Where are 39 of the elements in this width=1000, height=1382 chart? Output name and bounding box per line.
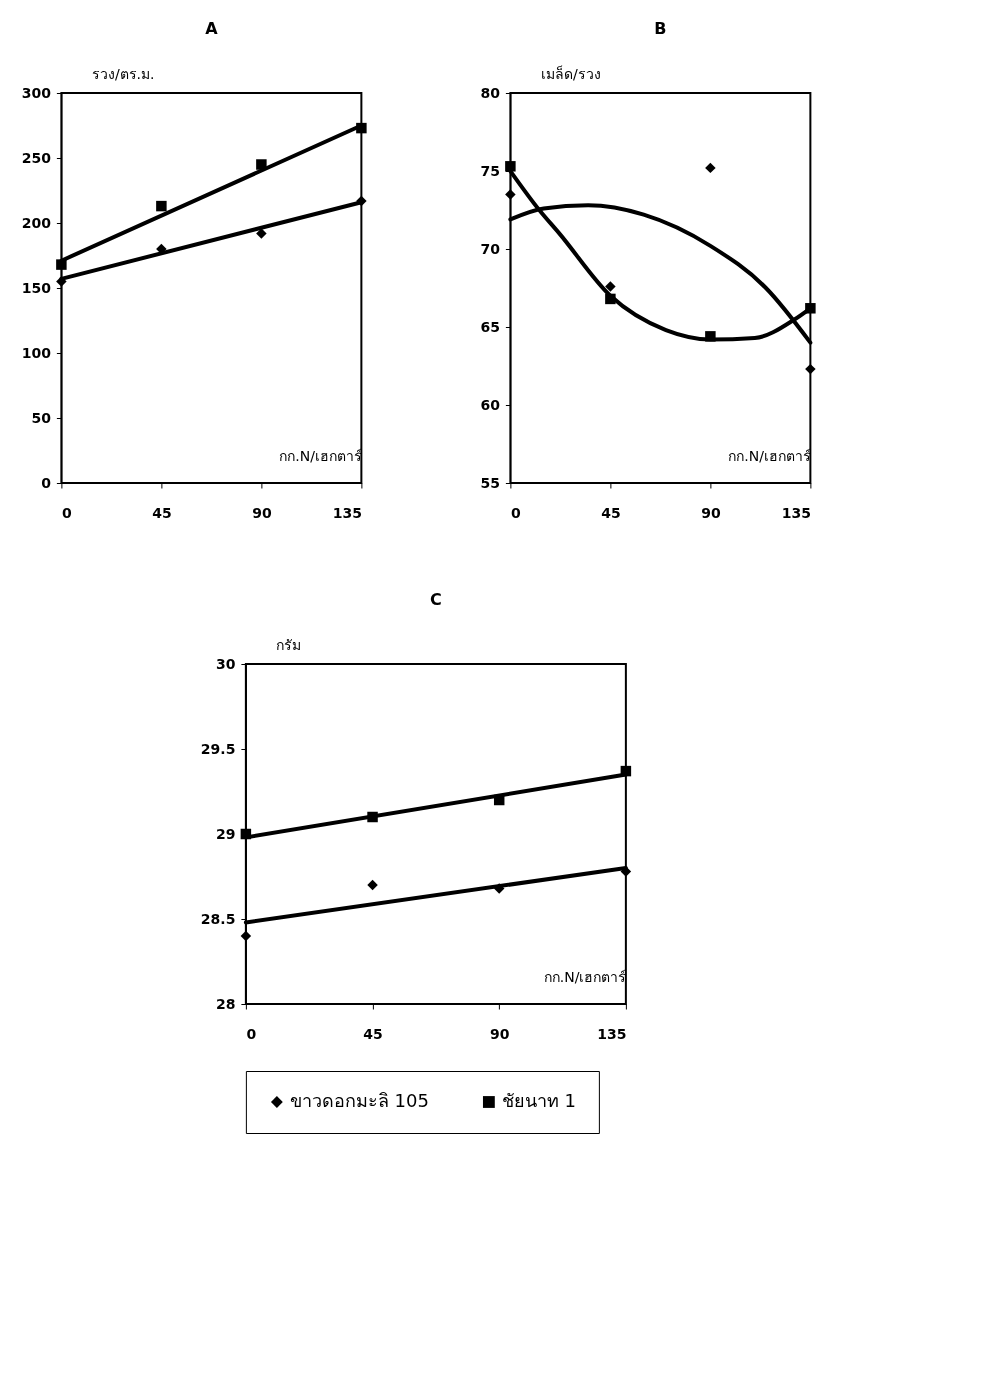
y-axis-title: รวง/ตร.ม. bbox=[91, 65, 155, 82]
x-tick-label: 90 bbox=[489, 1025, 510, 1042]
y-axis-title: เมล็ด/รวง bbox=[540, 64, 601, 82]
y-tick-label: 28 bbox=[215, 995, 236, 1012]
x-tick-label: 135 bbox=[332, 504, 362, 521]
y-tick-label: 80 bbox=[480, 84, 501, 101]
x-tick-label: 90 bbox=[252, 504, 272, 521]
x-tick-label: 135 bbox=[781, 504, 811, 521]
y-tick-label: 200 bbox=[21, 214, 52, 231]
chart-title: C bbox=[430, 590, 442, 609]
y-tick-label: 150 bbox=[21, 279, 52, 296]
legend-label: ขาวดอกมะลิ 105 bbox=[289, 1090, 429, 1111]
legend-label: ชัยนาท 1 bbox=[501, 1090, 577, 1111]
chart-title: A bbox=[205, 19, 219, 38]
x-tick-label: 45 bbox=[601, 504, 621, 521]
y-tick-label: 60 bbox=[480, 396, 501, 413]
y-tick-label: 50 bbox=[31, 409, 52, 426]
y-tick-label: 0 bbox=[41, 474, 52, 491]
y-tick-label: 29 bbox=[215, 825, 236, 842]
y-axis-title: กรัม bbox=[276, 636, 302, 653]
y-tick-label: 75 bbox=[480, 162, 500, 179]
chart-title: B bbox=[654, 19, 667, 38]
x-tick-label: 45 bbox=[363, 1025, 383, 1042]
y-tick-label: 28.5 bbox=[200, 910, 236, 927]
y-tick-label: 29.5 bbox=[200, 740, 236, 757]
y-tick-label: 70 bbox=[480, 240, 501, 257]
y-tick-label: 250 bbox=[21, 149, 52, 166]
x-axis-title: กก.N/เฮกตาร์ bbox=[543, 968, 627, 985]
x-tick-label: 0 bbox=[510, 504, 521, 521]
x-tick-label: 0 bbox=[61, 504, 72, 521]
x-tick-label: 0 bbox=[246, 1025, 257, 1042]
y-tick-label: 55 bbox=[480, 474, 500, 491]
x-tick-label: 90 bbox=[701, 504, 721, 521]
y-tick-label: 65 bbox=[480, 318, 500, 335]
y-tick-label: 30 bbox=[215, 655, 236, 672]
x-tick-label: 135 bbox=[597, 1025, 627, 1042]
y-tick-label: 100 bbox=[21, 344, 52, 361]
y-tick-label: 300 bbox=[21, 84, 52, 101]
x-tick-label: 45 bbox=[152, 504, 172, 521]
